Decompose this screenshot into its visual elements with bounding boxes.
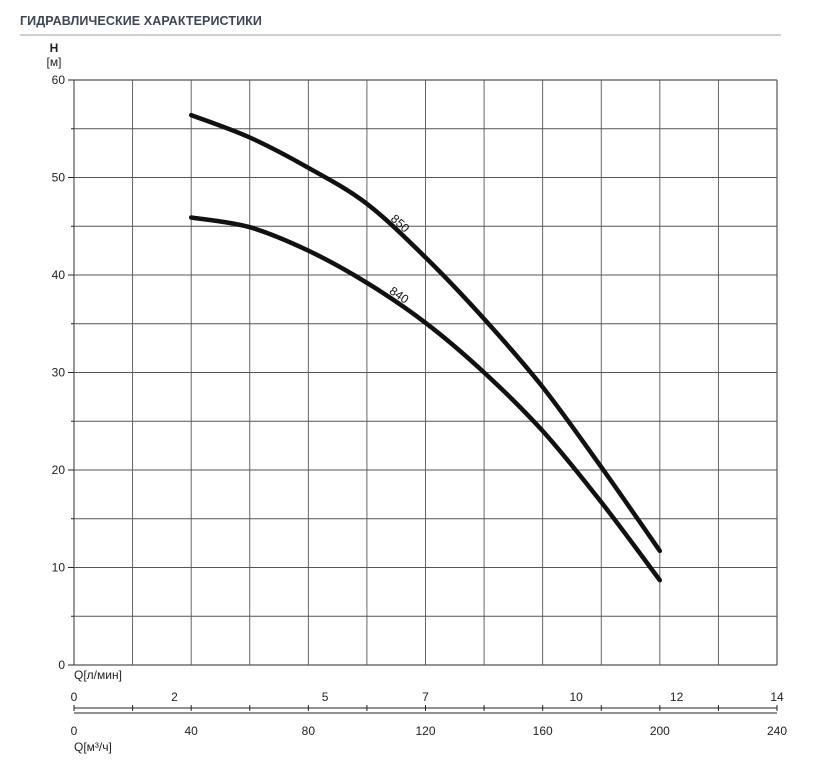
- x-upper-tick-label: 0: [71, 690, 78, 704]
- x-lower-tick-label: 160: [533, 724, 553, 738]
- y-tick-label: 10: [52, 561, 66, 575]
- y-tick-label: 0: [58, 658, 65, 672]
- x-upper-tick-label: 2: [171, 690, 178, 704]
- x-lower-tick-label: 200: [650, 724, 670, 738]
- x-upper-tick-label: 12: [670, 690, 684, 704]
- x-upper-axis-label: Q[л/мин]: [74, 668, 122, 682]
- x-lower-tick-label: 80: [302, 724, 316, 738]
- y-tick-label: 40: [52, 268, 66, 282]
- x-upper-tick-label: 7: [422, 690, 429, 704]
- y-axis-unit: [м]: [47, 55, 62, 69]
- y-tick-label: 30: [52, 366, 66, 380]
- chart-title: ГИДРАВЛИЧЕСКИЕ ХАРАКТЕРИСТИКИ: [20, 14, 262, 28]
- x-lower-tick-label: 240: [767, 724, 787, 738]
- series-850-line: [188, 112, 663, 554]
- y-axis-label: H: [50, 41, 59, 55]
- x-upper-tick-label: 14: [770, 690, 784, 704]
- series-850-label: 850: [388, 211, 412, 235]
- x-lower-tick-label: 120: [415, 724, 435, 738]
- axes: 0 10 20 30 40 50 60 H[м] 0 2 5 7 10 12 14 Q[л/мин] 0 40 80…: [47, 41, 788, 754]
- x-lower-tick-label: 40: [184, 724, 198, 738]
- x-lower-tick-label: 0: [71, 724, 78, 738]
- series-840-label: 840: [387, 284, 412, 307]
- series-840-line: [188, 215, 663, 583]
- y-tick-label: 50: [52, 171, 66, 185]
- grid: [73, 79, 778, 666]
- x-upper-tick-label: 5: [322, 690, 329, 704]
- y-tick-label: 20: [52, 463, 66, 477]
- y-tick-label: 60: [52, 73, 66, 87]
- x-upper-tick-label: 10: [569, 690, 583, 704]
- x-lower-axis-label: Q[м³/ч]: [74, 740, 112, 754]
